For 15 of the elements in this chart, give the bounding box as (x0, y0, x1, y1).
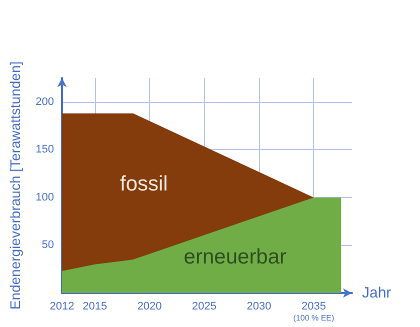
x-tick-label: 2015 (82, 300, 108, 312)
x-tick-label: 2025 (192, 300, 217, 312)
x-tick-label: 2020 (137, 300, 162, 312)
text: (100 % EE) (293, 314, 335, 322)
x-tick-label: 2012 (50, 300, 74, 312)
x-tick-label: 2030 (246, 300, 272, 312)
x-tick-label: 2035 (301, 300, 326, 312)
y-tick-label: 150 (36, 144, 54, 156)
series-label: fossil (120, 172, 168, 196)
series-label: erneuerbar (184, 246, 287, 269)
y-axis-title: Endenergieverbrauch [Terawattstunden] (7, 61, 23, 310)
y-tick-label: 50 (42, 239, 54, 252)
y-tick-label: 100 (36, 191, 54, 204)
x-axis-title: Jahr (362, 284, 392, 302)
y-tick-label: 200 (36, 96, 54, 108)
